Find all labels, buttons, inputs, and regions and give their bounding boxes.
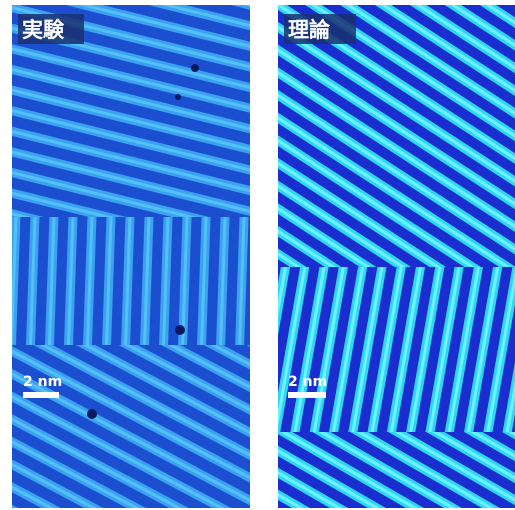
- scale-bar: [23, 392, 59, 398]
- scale-bar-label: 2 nm: [23, 374, 62, 390]
- theory-panel: 理論 2 nm: [278, 5, 515, 508]
- scale-bar-label: 2 nm: [288, 374, 327, 390]
- scale-bar: [288, 392, 326, 398]
- figure: 実験 2 nm 理論 2 nm: [0, 0, 515, 510]
- experiment-panel: 実験 2 nm: [12, 5, 250, 508]
- panel-label: 理論: [288, 18, 331, 42]
- panel-label: 実験: [22, 18, 65, 42]
